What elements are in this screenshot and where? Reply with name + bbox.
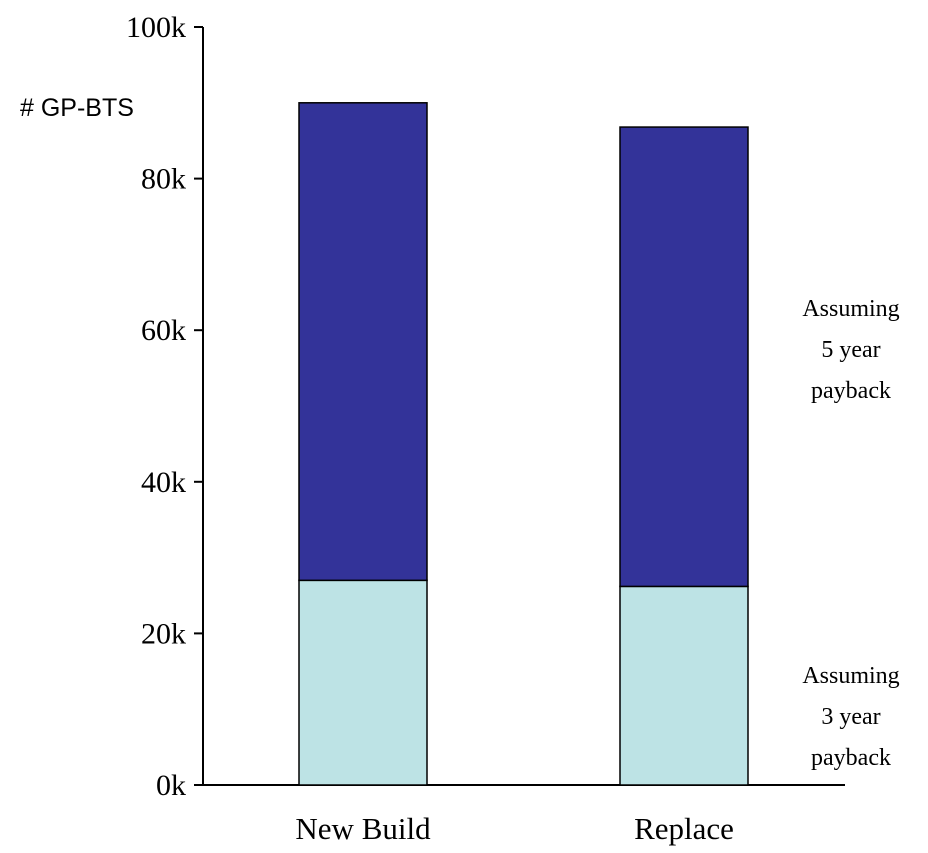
annotation-line: 5 year: [821, 337, 880, 363]
y-tick-label: 0k: [156, 769, 186, 802]
y-axis-label: # GP-BTS: [20, 94, 134, 122]
annotation-3-year: Assuming 3 year payback: [802, 663, 899, 771]
category-label: New Build: [295, 811, 431, 846]
annotation-line: payback: [811, 745, 891, 771]
bar-segment-1: [619, 585, 749, 786]
y-tick-label: 60k: [141, 314, 186, 347]
bar-segment-2: [619, 126, 749, 588]
bar-segment-2: [298, 102, 428, 582]
y-tick-label: 80k: [141, 163, 186, 196]
annotation-line: Assuming: [802, 663, 899, 689]
y-axis-ticks: 0k 20k 40k 60k 80k 100k: [126, 11, 203, 802]
annotation-line: 3 year: [821, 704, 880, 730]
bar-segment-1: [298, 579, 428, 786]
y-tick-label: 100k: [126, 11, 186, 44]
y-tick-label: 20k: [141, 617, 186, 650]
annotation-5-year: Assuming 5 year payback: [802, 296, 899, 404]
category-labels: New Build Replace: [295, 811, 734, 846]
category-label: Replace: [634, 811, 734, 846]
annotation-line: Assuming: [802, 296, 899, 322]
bars: [298, 102, 749, 786]
y-tick-label: 40k: [141, 466, 186, 499]
annotation-line: payback: [811, 378, 891, 404]
